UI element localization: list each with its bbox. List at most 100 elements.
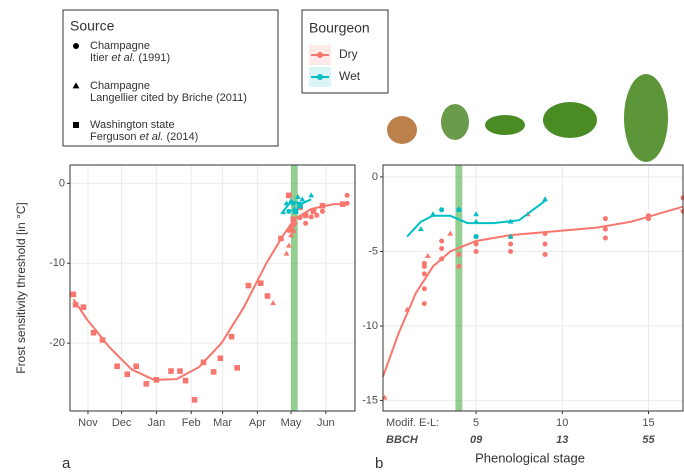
point xyxy=(344,192,350,198)
panel-label: b xyxy=(375,455,383,472)
point xyxy=(210,369,217,375)
y-tick-label: -15 xyxy=(362,394,378,406)
point xyxy=(473,211,479,217)
point xyxy=(418,226,424,232)
point xyxy=(234,365,240,371)
x-axis-label: Phenological stage xyxy=(475,450,585,465)
point xyxy=(421,286,427,292)
point xyxy=(245,282,252,289)
point xyxy=(308,214,314,220)
y-tick-label: -5 xyxy=(368,245,378,257)
point xyxy=(430,211,436,217)
bbch-label: 09 xyxy=(470,434,483,446)
point xyxy=(217,355,224,362)
y-tick-label: -10 xyxy=(49,257,65,269)
point xyxy=(473,248,479,254)
point xyxy=(310,208,317,215)
x-row-label: BBCH xyxy=(386,434,419,446)
y-tick-label: -20 xyxy=(49,337,65,349)
point xyxy=(99,337,106,343)
point xyxy=(292,208,299,215)
legend-text: Washington state xyxy=(90,119,175,131)
point xyxy=(447,230,454,236)
point xyxy=(283,200,290,206)
highlight-band xyxy=(455,165,463,411)
point xyxy=(278,235,284,242)
point xyxy=(439,245,445,251)
source-legend-box xyxy=(62,9,279,147)
point xyxy=(72,301,79,308)
point xyxy=(182,377,189,384)
point xyxy=(257,280,264,287)
point xyxy=(424,252,431,258)
legend-title: Source xyxy=(70,18,115,34)
point xyxy=(283,250,290,256)
legend-text: Ferguson xyxy=(90,131,140,143)
point xyxy=(507,218,514,224)
highlight-band xyxy=(291,165,298,411)
point xyxy=(72,82,80,89)
point xyxy=(80,304,87,310)
point xyxy=(177,368,183,374)
legend-title: Bourgeon xyxy=(309,20,370,36)
point xyxy=(404,306,411,312)
point xyxy=(542,241,548,247)
point xyxy=(542,196,548,202)
point xyxy=(473,234,479,240)
x-tick-label: 15 xyxy=(642,417,654,429)
legend-text: (2014) xyxy=(163,131,198,143)
plot-border xyxy=(69,164,356,412)
bbch-label: 13 xyxy=(556,434,568,446)
point xyxy=(439,256,445,262)
x-tick-label: Apr xyxy=(249,417,266,429)
point xyxy=(344,200,350,206)
legend-text: (1991) xyxy=(135,52,170,64)
point xyxy=(455,206,462,212)
point xyxy=(339,201,346,207)
x-tick-label: Jun xyxy=(317,417,335,429)
point xyxy=(288,232,294,238)
point xyxy=(280,209,287,215)
fit-line xyxy=(72,203,348,381)
bbch-label: 55 xyxy=(642,434,655,446)
point xyxy=(542,231,548,237)
point xyxy=(153,377,160,383)
point xyxy=(602,235,608,241)
x-row-label: Modif. E-L: xyxy=(386,417,439,429)
fit-line xyxy=(382,205,684,378)
point xyxy=(602,226,608,232)
point xyxy=(73,122,79,128)
legend-label: Washington state xyxy=(90,119,175,131)
x-tick-label: Dec xyxy=(112,417,132,429)
plot-area xyxy=(383,165,683,411)
legend-text: Champagne xyxy=(90,40,150,52)
point xyxy=(285,192,292,199)
point xyxy=(302,212,309,219)
point xyxy=(168,368,174,374)
point xyxy=(421,301,427,307)
legend-label: Itier et al. (1991) xyxy=(90,52,170,64)
point xyxy=(290,221,297,227)
x-tick-label: Mar xyxy=(213,417,232,429)
point xyxy=(646,216,652,222)
point xyxy=(473,218,479,224)
point xyxy=(90,329,97,336)
point xyxy=(124,371,131,378)
point xyxy=(228,333,235,340)
point xyxy=(288,197,294,203)
legend-label: Ferguson et al. (2014) xyxy=(90,131,198,143)
legend-text: et al. xyxy=(140,131,164,143)
point xyxy=(508,241,514,247)
x-tick-label: Feb xyxy=(182,417,201,429)
point xyxy=(286,208,292,214)
point xyxy=(133,363,140,370)
point xyxy=(294,193,301,199)
x-tick-label: Jan xyxy=(148,417,166,429)
fit-line xyxy=(282,198,312,212)
legend-text: Langellier cited by Briche (2011) xyxy=(90,92,247,104)
point xyxy=(421,271,427,277)
point xyxy=(439,207,445,213)
legend-label: Wet xyxy=(339,69,361,83)
legend-text: Itier xyxy=(90,52,111,64)
point xyxy=(439,238,445,244)
